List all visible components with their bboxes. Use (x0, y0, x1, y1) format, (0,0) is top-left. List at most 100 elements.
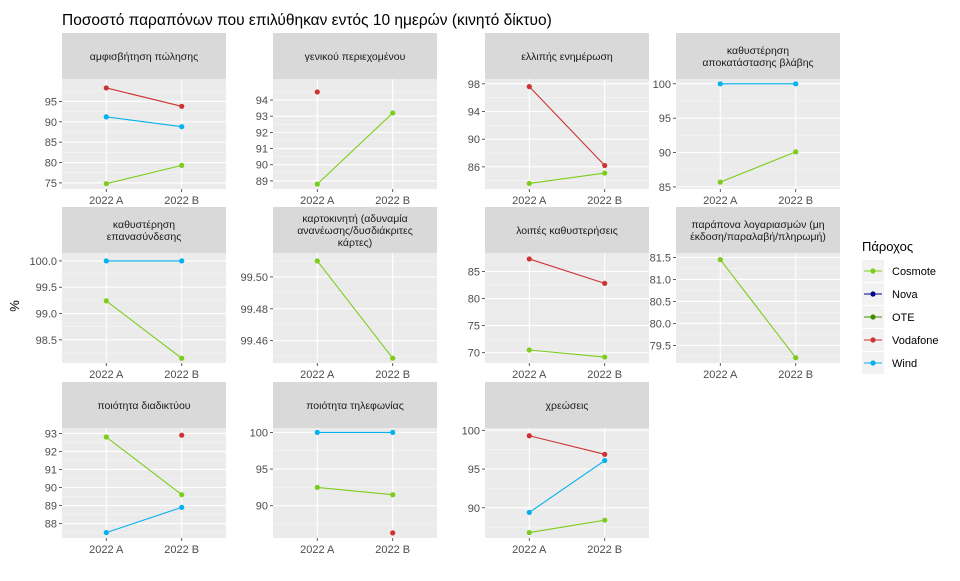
data-point-cosmote (793, 355, 799, 361)
facet-title-line: παράπονα λογαριασμών (μη (691, 219, 824, 231)
legend-entry-wind: Wind (862, 352, 917, 374)
y-tick-label: 88 (45, 519, 57, 531)
y-tick-label: 80.5 (650, 296, 671, 308)
series-line-cosmote (316, 112, 394, 185)
panel-background (62, 253, 226, 363)
data-point-cosmote (390, 492, 396, 498)
y-tick-label: 90 (45, 117, 57, 129)
panel-background (273, 253, 437, 363)
facet-title-line: χρεώσεις (546, 400, 589, 412)
series-line-vodafone (529, 435, 605, 455)
y-tick-label: 90 (659, 148, 671, 160)
y-tick-label: 93 (256, 111, 268, 123)
y-tick-label: 90 (468, 503, 480, 515)
legend-title: Πάροχος (862, 239, 913, 254)
series-line-vodafone (106, 87, 182, 107)
x-tick-label: 2022 A (89, 544, 124, 556)
facet-strip (485, 382, 649, 428)
x-tick-label: 2022 B (164, 195, 199, 207)
facet-title-line: έκδοση/παραλαβή/πληρωμή) (690, 231, 826, 243)
y-tick-label: 81.0 (650, 274, 671, 286)
data-point-vodafone (526, 84, 532, 90)
series-line-wind (528, 460, 606, 513)
y-tick-label: 85 (45, 137, 57, 149)
data-point-vodafone (314, 89, 320, 95)
data-point-wind (717, 81, 723, 87)
y-tick-label: 98.5 (36, 335, 57, 347)
y-tick-label: 92 (256, 127, 268, 139)
y-tick-label: 79.5 (650, 340, 671, 352)
series-line-cosmote (529, 349, 605, 358)
facet-title-line: καθυστέρηση (113, 219, 175, 231)
legend-key-point (870, 268, 876, 274)
y-tick-label: 95 (256, 464, 268, 476)
y-tick-label: 94 (468, 107, 480, 119)
data-point-cosmote (602, 170, 608, 176)
series-line-vodafone (528, 86, 606, 166)
x-tick-label: 2022 B (778, 195, 813, 207)
y-tick-label: 93 (45, 428, 57, 440)
data-point-wind (390, 429, 396, 435)
y-tick-label: 92 (45, 446, 57, 458)
data-point-cosmote (526, 180, 532, 187)
y-tick-label: 91 (45, 464, 57, 476)
legend-key-point (870, 337, 876, 343)
x-tick-label: 2022 A (512, 369, 547, 381)
y-tick-label: 91 (256, 144, 268, 156)
series-line-cosmote (529, 172, 605, 185)
facet-title-line: ποιότητα τηλεφωνίας (306, 400, 404, 412)
data-point-cosmote (103, 434, 109, 440)
legend-entry-vodafone: Vodafone (862, 329, 939, 351)
facet-strip (273, 207, 437, 253)
facet-1: αμφισβήτηση πώλησης 75 80 85 90 95 2022 A 2022 … (45, 33, 226, 207)
y-tick-label: 70 (468, 348, 480, 360)
facet-6: καρτοκινητή (αδυναμίαανανέωσης/δυσδιάκρι… (240, 207, 437, 381)
series-line-wind (106, 116, 182, 128)
data-point-cosmote (717, 257, 723, 263)
x-tick-label: 2022 B (587, 544, 622, 556)
x-tick-label: 2022 B (164, 369, 199, 381)
y-tick-label: 85 (659, 182, 671, 194)
y-tick-label: 98 (468, 79, 480, 91)
facet-title-line: αμφισβήτηση πώλησης (90, 51, 198, 63)
x-tick-label: 2022 B (375, 195, 410, 207)
y-tick-label: 89 (256, 176, 268, 188)
y-tick-label: 100.0 (29, 256, 57, 268)
panel-background (273, 79, 437, 189)
data-point-wind (179, 258, 185, 264)
data-point-wind (793, 81, 799, 87)
x-tick-label: 2022 B (375, 369, 410, 381)
data-point-vodafone (179, 103, 185, 109)
y-tick-label: 100 (462, 425, 480, 437)
data-point-vodafone (602, 162, 608, 169)
facet-strip (485, 33, 649, 79)
data-point-vodafone (103, 85, 109, 91)
y-tick-label: 89 (45, 501, 57, 513)
data-point-vodafone (179, 432, 185, 438)
data-point-cosmote (602, 517, 608, 523)
y-tick-label: 86 (468, 162, 480, 174)
x-tick-label: 2022 B (587, 195, 622, 207)
facet-strip (62, 33, 226, 79)
x-tick-label: 2022 A (512, 544, 547, 556)
facet-strip (62, 207, 226, 253)
legend-entry-ote: OTE (862, 306, 915, 328)
data-point-cosmote (179, 492, 185, 498)
data-point-vodafone (602, 280, 608, 286)
legend-key-point (870, 360, 876, 366)
facet-8: παράπονα λογαριασμών (μηέκδοση/παραλαβή/… (650, 207, 840, 381)
data-point-wind (314, 429, 320, 435)
data-point-cosmote (793, 149, 799, 155)
data-point-wind (103, 529, 109, 536)
data-point-cosmote (179, 162, 185, 168)
y-tick-label: 90 (256, 160, 268, 172)
x-tick-label: 2022 B (587, 369, 622, 381)
y-tick-label: 80 (468, 294, 480, 306)
panel-background (676, 79, 840, 189)
facet-title-line: ελλιπής ενημέρωση (521, 51, 613, 63)
facet-9: ποιότητα διαδικτύου 88 89 90 91 92 93 2022 A 202… (45, 382, 226, 556)
